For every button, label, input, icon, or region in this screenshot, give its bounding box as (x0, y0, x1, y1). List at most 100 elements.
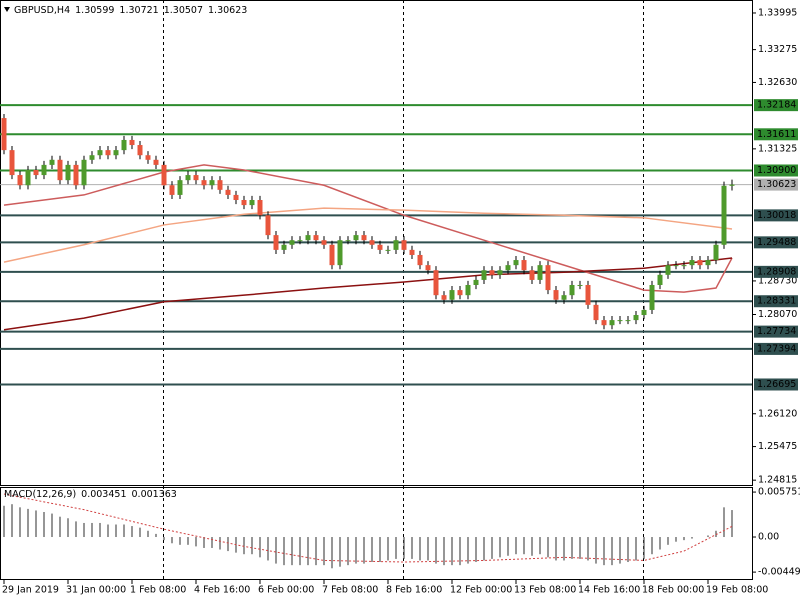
candle-body (33, 169, 39, 176)
candle-body (617, 320, 623, 322)
candle-body (385, 249, 391, 251)
moving-average (3, 207, 733, 263)
macd-panel (0, 487, 753, 580)
candle-body (129, 139, 135, 146)
macd-y-tick-label: 0.005751 (758, 487, 800, 498)
candle-body (297, 240, 303, 242)
candle-body (377, 244, 383, 250)
candle-body (561, 295, 567, 300)
level-label-box (754, 325, 798, 338)
x-tick-label: 18 Feb 00:00 (642, 585, 704, 596)
candle-body (185, 175, 191, 181)
symbol: GBPUSD,H4 (14, 5, 70, 16)
candle-body (625, 320, 631, 322)
y-tick-label: 1.32630 (758, 77, 797, 88)
candle-body (257, 200, 263, 216)
y-tick-label: 1.25475 (758, 441, 797, 452)
candle-body (577, 284, 583, 286)
candle-body (97, 150, 103, 156)
candle-body (441, 295, 447, 300)
candle-body (393, 240, 399, 250)
symbol-header: GBPUSD,H4 1.30599 1.30721 1.30507 1.30623 (14, 5, 247, 16)
x-tick-label: 6 Feb 00:00 (258, 585, 314, 596)
macd-y-tick-label: -0.00449 (758, 567, 800, 578)
candle-body (241, 200, 247, 206)
candle-body (161, 164, 167, 186)
candle-body (649, 284, 655, 310)
candle-body (361, 235, 367, 241)
macd-y-tick-label: 0.00 (758, 532, 779, 543)
level-label-box (754, 209, 798, 222)
candle-body (585, 284, 591, 305)
level-label-box (754, 295, 798, 308)
level-label: 1.30018 (757, 210, 796, 221)
candle-body (713, 244, 719, 261)
candle-body (697, 260, 703, 266)
x-tick-label: 12 Feb 00:00 (450, 585, 512, 596)
low-value: 1.30507 (164, 5, 203, 16)
candle-body (145, 155, 151, 160)
y-tick-label: 1.33275 (758, 44, 797, 55)
candle-body (321, 240, 327, 245)
candle-body (521, 260, 527, 271)
candle-body (329, 244, 335, 266)
candle-body (465, 284, 471, 296)
macd-header: MACD(12,26,9) 0.003451 0.001363 (4, 489, 177, 500)
menu-triangle (4, 7, 10, 12)
y-tick-label: 1.26120 (758, 408, 797, 419)
level-label-box (754, 178, 798, 191)
candle-body (281, 244, 287, 250)
candle-body (369, 240, 375, 245)
candle-body (601, 320, 607, 326)
candle-body (113, 150, 119, 156)
candle-body (313, 235, 319, 241)
candle-body (473, 279, 479, 285)
candle-body (545, 265, 551, 291)
candle-body (657, 274, 663, 285)
candle-body (665, 265, 671, 275)
x-tick-label: 14 Feb 16:00 (578, 585, 640, 596)
candle-body (209, 180, 215, 186)
candle-body (489, 270, 495, 275)
high-value: 1.30721 (119, 5, 158, 16)
candle-body (177, 180, 183, 195)
x-tick-label: 1 Feb 08:00 (130, 585, 186, 596)
level-label: 1.32184 (757, 100, 796, 111)
macd-signal (3, 493, 733, 563)
candle-body (609, 320, 615, 326)
candle-body (553, 290, 559, 300)
header: GBPUSD,H4 1.30599 1.30721 1.30507 1.30623 MAC… (4, 5, 247, 500)
candle-body (673, 265, 679, 267)
candle-body (353, 235, 359, 241)
candle-body (529, 270, 535, 280)
x-tick-label: 13 Feb 08:00 (514, 585, 576, 596)
candle-body (273, 235, 279, 250)
candle-body (25, 169, 31, 186)
candle-body (497, 270, 503, 275)
candle-body (9, 150, 15, 176)
macd-title: MACD(12,26,9) (4, 489, 76, 500)
candle-body (417, 254, 423, 266)
level-label: 1.31611 (757, 129, 796, 140)
candle-body (73, 164, 79, 186)
candle-body (505, 265, 511, 271)
level-label: 1.29488 (757, 237, 796, 248)
candle-body (721, 185, 727, 245)
candle-body (705, 260, 711, 266)
level-label: 1.30623 (757, 179, 796, 190)
candle-body (513, 260, 519, 266)
candle-body (65, 164, 71, 181)
level-label: 1.28908 (757, 266, 796, 277)
candle-body (569, 284, 575, 296)
candle-body (17, 175, 23, 186)
x-tick-label: 31 Jan 00:00 (66, 585, 126, 596)
candle-body (137, 145, 143, 156)
close-value: 1.30623 (208, 5, 247, 16)
level-label: 1.27734 (757, 326, 796, 337)
x-tick-label: 7 Feb 08:00 (322, 585, 378, 596)
x-tick-label: 4 Feb 16:00 (194, 585, 250, 596)
candle-body (681, 265, 687, 267)
